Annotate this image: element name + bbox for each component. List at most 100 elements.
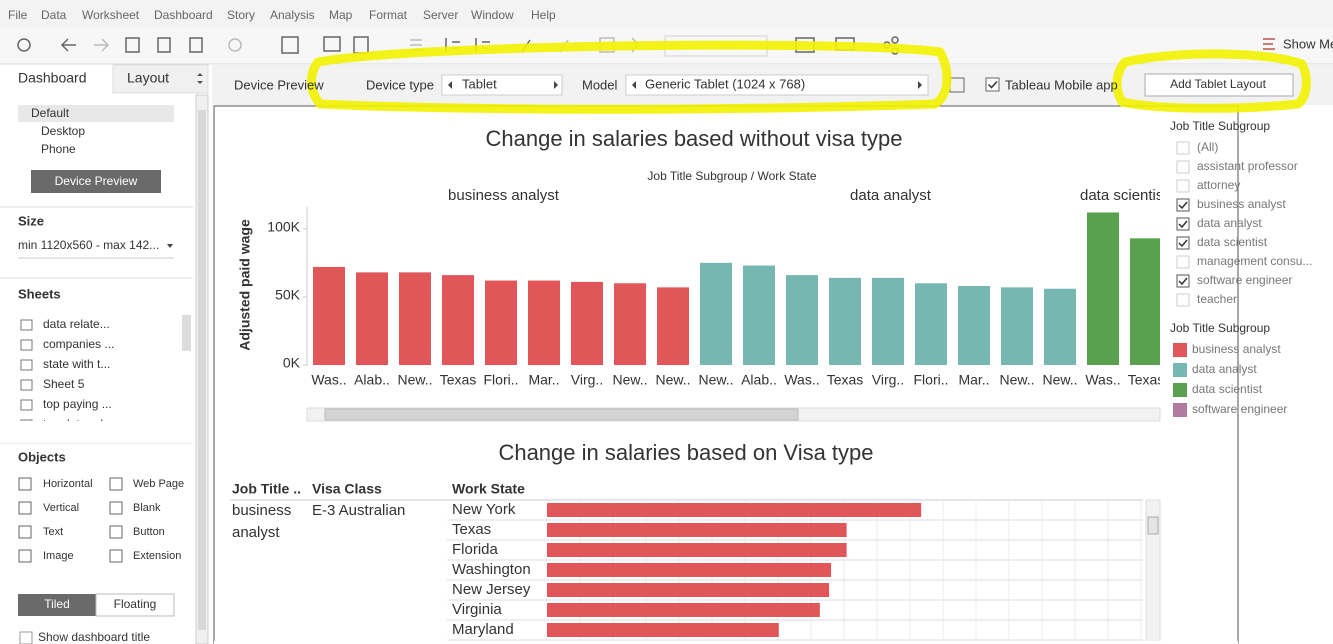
menu-item[interactable]: Worksheet xyxy=(82,8,140,22)
filter-item[interactable]: software engineer xyxy=(1197,273,1292,287)
sheet-item[interactable]: Sheet 5 xyxy=(43,377,85,391)
button-label: Add Tablet Layout xyxy=(1170,77,1267,91)
chart2-title: Change in salaries based on Visa type xyxy=(498,440,873,465)
bar xyxy=(547,603,820,617)
bar xyxy=(915,283,947,365)
x-tick-label: New.. xyxy=(612,372,647,388)
v-scrollbar[interactable] xyxy=(1145,499,1161,644)
sheet-item[interactable]: companies ... xyxy=(43,337,114,351)
mobile-app-checkbox[interactable] xyxy=(985,77,1000,92)
x-tick-label: Texas xyxy=(440,372,477,388)
section-title: Sheets xyxy=(18,286,61,301)
x-tick-label: Mar.. xyxy=(958,372,989,388)
bar xyxy=(356,272,388,365)
menu-item[interactable]: File xyxy=(8,8,28,22)
bar xyxy=(700,262,732,365)
object-item[interactable]: Extension xyxy=(133,550,181,562)
device-type-dropdown[interactable] xyxy=(441,74,563,96)
row-label: New Jersey xyxy=(452,581,531,598)
filter-checkbox[interactable] xyxy=(1176,274,1190,288)
device-item[interactable]: Default xyxy=(31,106,70,120)
menu-item[interactable]: Help xyxy=(531,8,556,22)
bar xyxy=(829,277,861,365)
object-item[interactable]: Vertical xyxy=(43,502,79,514)
filter-checkbox[interactable] xyxy=(1176,179,1190,193)
menu-item[interactable]: Server xyxy=(423,8,458,22)
floating-button[interactable] xyxy=(95,593,175,617)
filter-item[interactable]: (All) xyxy=(1197,140,1218,154)
model-dropdown[interactable] xyxy=(625,74,929,96)
row-label: Maryland xyxy=(452,621,514,638)
panel-tab[interactable]: Dashboard xyxy=(18,70,87,86)
field-value: Generic Tablet (1024 x 768) xyxy=(645,76,805,91)
object-item[interactable]: Button xyxy=(133,526,165,538)
size-value: min 1120x560 - max 142... xyxy=(18,238,159,252)
bar xyxy=(547,523,847,537)
chart1-subtitle: Job Title Subgroup / Work State xyxy=(647,169,817,183)
menu-item[interactable]: Data xyxy=(41,8,67,22)
sheet-item[interactable]: top paying ... xyxy=(43,397,112,411)
filter-item[interactable]: attorney xyxy=(1197,178,1240,192)
bar xyxy=(872,277,904,365)
device-preview-button[interactable] xyxy=(31,170,161,193)
show-me[interactable]: Show Me xyxy=(1283,36,1333,51)
y-axis-label: Adjusted paid wage xyxy=(237,219,253,351)
filter-checkbox[interactable] xyxy=(1176,236,1190,250)
row-label: Florida xyxy=(452,541,499,558)
filter-item[interactable]: business analyst xyxy=(1197,197,1286,211)
legend-item: software engineer xyxy=(1192,402,1287,416)
filter-item[interactable]: data scientist xyxy=(1197,235,1268,249)
bar xyxy=(547,583,830,597)
add-layout-button[interactable] xyxy=(1144,73,1294,97)
bar xyxy=(614,283,646,365)
filter-checkbox[interactable] xyxy=(1176,160,1190,174)
bar xyxy=(1087,212,1119,365)
sheet-icon xyxy=(20,379,33,391)
menu-item[interactable]: Analysis xyxy=(270,8,315,22)
chart1-title: Change in salaries based without visa ty… xyxy=(485,126,902,151)
menu-item[interactable]: Format xyxy=(369,8,408,22)
object-item[interactable]: Blank xyxy=(133,502,161,514)
layout-mode: Floating xyxy=(114,597,157,611)
filter-checkbox[interactable] xyxy=(1176,198,1190,212)
object-icon xyxy=(109,525,123,539)
object-item[interactable]: Horizontal xyxy=(43,478,93,490)
field-label: Device type xyxy=(366,77,434,92)
sheet-icon xyxy=(20,339,33,351)
field-label: Model xyxy=(582,77,618,92)
device-item[interactable]: Desktop xyxy=(41,124,85,138)
bar xyxy=(547,543,847,557)
object-item[interactable]: Text xyxy=(43,526,63,538)
filter-checkbox[interactable] xyxy=(1176,141,1190,155)
filter-item[interactable]: data analyst xyxy=(1197,216,1262,230)
visa-class: E-3 Australian xyxy=(312,502,405,519)
bar xyxy=(547,623,779,637)
object-icon xyxy=(18,501,32,515)
x-tick-label: Alab.. xyxy=(354,372,390,388)
object-item[interactable]: Image xyxy=(43,550,74,562)
filter-checkbox[interactable] xyxy=(1176,255,1190,269)
sheet-item[interactable]: data relate... xyxy=(43,317,110,331)
bar xyxy=(442,275,474,365)
filter-item[interactable]: assistant professor xyxy=(1197,159,1298,173)
menu-item[interactable]: Map xyxy=(329,8,353,22)
menu-item[interactable]: Dashboard xyxy=(154,8,213,22)
tiled-button[interactable] xyxy=(18,594,96,616)
menu-item[interactable]: Window xyxy=(471,8,514,22)
panel-tab[interactable]: Layout xyxy=(127,70,169,86)
x-tick-label: Texas xyxy=(1128,372,1165,388)
object-item[interactable]: Web Page xyxy=(133,478,184,490)
x-tick-label: New.. xyxy=(999,372,1034,388)
device-item[interactable]: Phone xyxy=(41,142,76,156)
filter-item[interactable]: management consu... xyxy=(1197,254,1312,268)
bar xyxy=(743,265,775,365)
row-label: Washington xyxy=(452,561,531,578)
x-tick-label: Virg.. xyxy=(872,372,904,388)
object-icon xyxy=(109,549,123,563)
filter-checkbox[interactable] xyxy=(1176,293,1190,307)
filter-item[interactable]: teacher xyxy=(1197,292,1237,306)
menu-item[interactable]: Story xyxy=(227,8,255,22)
filter-checkbox[interactable] xyxy=(1176,217,1190,231)
sheet-item[interactable]: state with t... xyxy=(43,357,110,371)
chart1-plot: business analyst Was.. Alab.. New.. Texas Flo… xyxy=(311,187,1165,388)
